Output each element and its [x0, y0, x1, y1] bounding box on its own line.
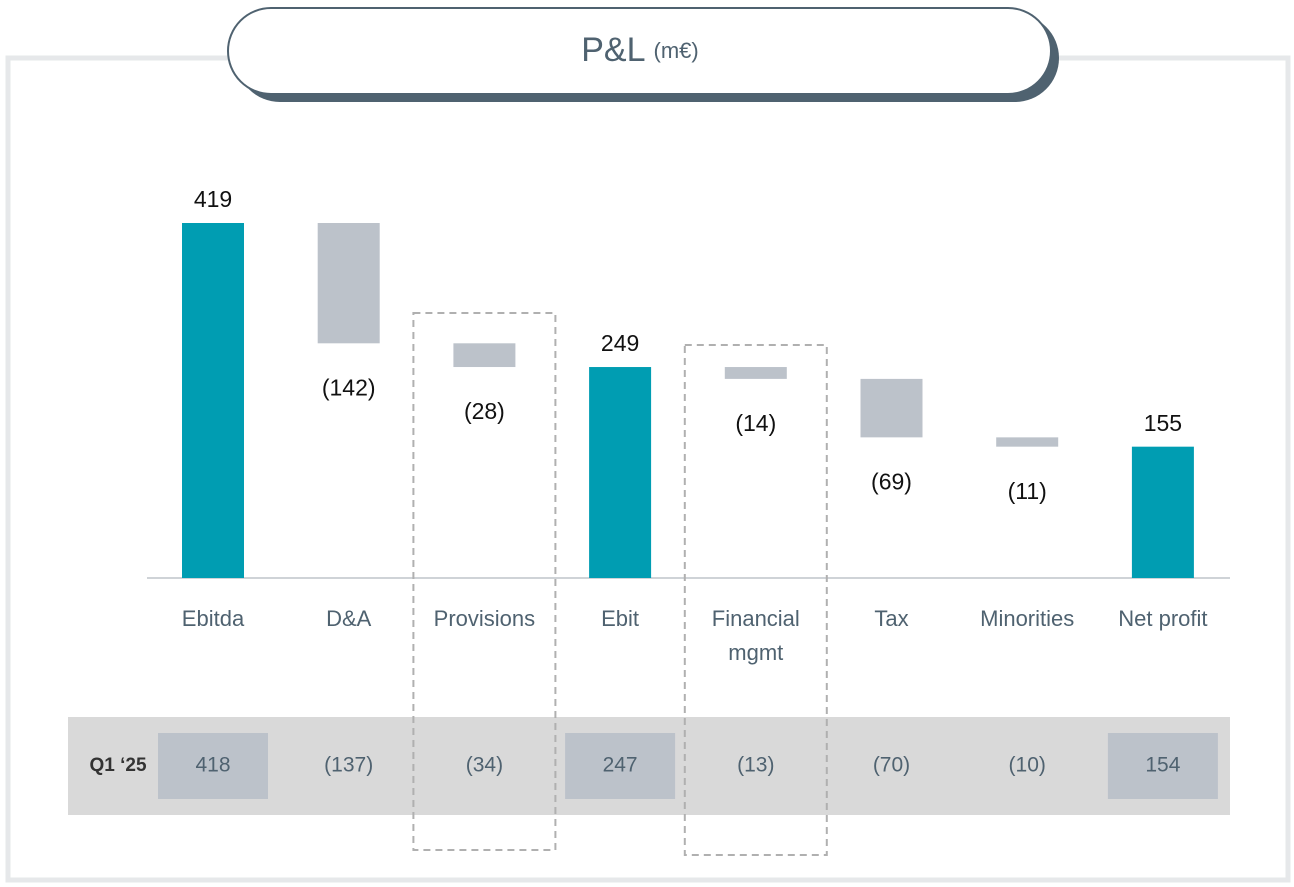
table-cell	[158, 733, 268, 799]
chart-title: P&L (m€)	[581, 31, 698, 69]
table-cell	[565, 733, 676, 799]
value-label: (28)	[464, 398, 505, 424]
delta-bar	[453, 343, 516, 368]
table-cell	[1107, 733, 1218, 799]
x-tick-label: Provisions	[434, 606, 535, 631]
table-value: (10)	[1009, 754, 1046, 777]
value-label: (142)	[322, 374, 376, 400]
highlight-box	[412, 312, 557, 851]
table-value: 154	[1145, 754, 1180, 777]
value-label: (11)	[1008, 478, 1047, 504]
x-tick-label: D&A	[326, 606, 372, 631]
total-bar	[589, 367, 652, 578]
x-tick-label: Net profit	[1118, 606, 1207, 631]
total-bar	[1131, 446, 1194, 578]
x-tick-label: Minorities	[980, 606, 1074, 631]
x-tick-label: Ebitda	[182, 606, 245, 631]
table-value: (137)	[324, 754, 373, 777]
row-label: Q1 ‘25	[89, 755, 146, 776]
value-label: (69)	[871, 468, 912, 494]
value-label: 155	[1144, 410, 1182, 436]
value-label: 249	[601, 330, 639, 356]
table-value: 418	[195, 754, 230, 777]
delta-bar	[996, 437, 1059, 447]
title-pill	[227, 7, 1052, 95]
table-value: (34)	[466, 754, 503, 777]
table-value: (70)	[873, 754, 910, 777]
x-tick-label: Ebit	[601, 606, 639, 631]
delta-bar	[317, 223, 380, 344]
highlight-box	[683, 344, 828, 856]
table-value: (13)	[737, 754, 774, 777]
table-value: 247	[603, 754, 638, 777]
x-tick-line: Financial	[712, 606, 800, 631]
delta-bar	[724, 367, 787, 379]
value-label: (14)	[735, 410, 776, 436]
x-tick-line: mgmt	[728, 640, 783, 665]
title: P&L	[581, 31, 645, 69]
value-label: 419	[194, 186, 232, 212]
unit: (m€)	[654, 38, 699, 63]
delta-bar	[860, 378, 923, 438]
x-tick-label: Financial mgmt	[712, 606, 800, 665]
x-tick-label: Tax	[874, 606, 908, 631]
total-bar	[182, 223, 244, 578]
